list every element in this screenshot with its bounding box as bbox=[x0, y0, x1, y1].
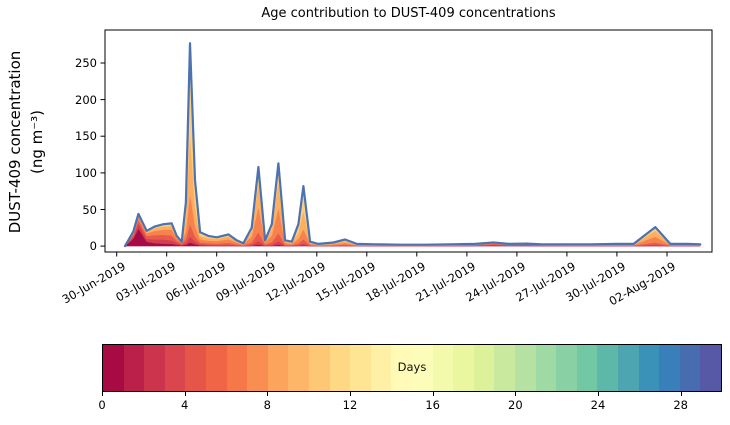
colorbar-segment bbox=[144, 345, 166, 391]
colorbar-tick-label: 20 bbox=[508, 398, 523, 412]
colorbar-tick bbox=[680, 392, 682, 396]
colorbar-segment bbox=[103, 345, 125, 391]
y-tick-label: 150 bbox=[75, 129, 97, 144]
stacked-areas bbox=[123, 42, 702, 248]
colorbar-tick-label: 16 bbox=[425, 398, 440, 412]
area-series bbox=[124, 75, 701, 247]
colorbar-tick-label: 24 bbox=[590, 398, 606, 412]
colorbar-tick-label: 28 bbox=[673, 398, 688, 412]
colorbar-tick bbox=[598, 392, 599, 396]
colorbar-tick bbox=[350, 392, 351, 396]
colorbar-tick bbox=[515, 392, 517, 396]
y-tick-label: 200 bbox=[75, 92, 97, 107]
y-tick-label: 250 bbox=[75, 55, 97, 70]
colorbar-tick-label: 0 bbox=[98, 398, 106, 412]
area-series bbox=[124, 132, 701, 247]
colorbar-segment bbox=[123, 345, 145, 391]
colorbar-segment bbox=[515, 345, 537, 391]
colorbar-segment bbox=[247, 345, 269, 391]
colorbar-segment bbox=[412, 345, 434, 391]
colorbar-segment bbox=[329, 345, 351, 391]
colorbar-segment bbox=[309, 345, 331, 391]
colorbar-segment bbox=[288, 345, 310, 391]
colorbar-segment bbox=[206, 345, 228, 391]
colorbar-segment bbox=[370, 345, 392, 391]
colorbar-segment bbox=[391, 345, 413, 391]
y-axis-label-line2: (ng m⁻³) bbox=[28, 109, 46, 175]
colorbar-segment bbox=[638, 345, 660, 391]
colorbar-tick bbox=[102, 392, 103, 396]
colorbar-tick-label: 8 bbox=[263, 398, 271, 412]
colorbar-segment bbox=[576, 345, 598, 391]
axes-frame bbox=[104, 29, 713, 253]
colorbar-segment bbox=[350, 345, 372, 391]
colorbar-segment bbox=[453, 345, 475, 391]
chart-title: Age contribution to DUST-409 concentrati… bbox=[261, 6, 556, 21]
colorbar-tick-label: 4 bbox=[180, 398, 189, 412]
y-tick-label: 0 bbox=[89, 239, 97, 254]
area-series bbox=[124, 43, 701, 247]
colorbar bbox=[102, 344, 722, 392]
colorbar-segment bbox=[494, 345, 516, 391]
colorbar-segment bbox=[432, 345, 454, 391]
colorbar-segment bbox=[185, 345, 207, 391]
area-series bbox=[124, 43, 701, 247]
colorbar-segment bbox=[473, 345, 495, 391]
colorbar-segment bbox=[597, 345, 619, 391]
y-axis-label: DUST-409 concentration (ng m⁻³) bbox=[4, 2, 50, 282]
colorbar-segment bbox=[618, 345, 640, 391]
colorbar-segment bbox=[700, 345, 722, 391]
colorbar-tick-label: 12 bbox=[342, 398, 358, 412]
total-line bbox=[123, 42, 702, 248]
colorbar-label: Days bbox=[397, 360, 427, 374]
colorbar-tick bbox=[267, 392, 269, 396]
colorbar-segment bbox=[267, 345, 289, 391]
y-tick-label: 50 bbox=[82, 202, 97, 217]
colorbar-segment bbox=[164, 345, 186, 391]
colorbar-tick bbox=[184, 392, 186, 396]
colorbar-segment bbox=[659, 345, 681, 391]
colorbar-segment bbox=[535, 345, 557, 391]
y-tick-label: 100 bbox=[75, 165, 97, 180]
y-axis-label-line1: DUST-409 concentration bbox=[6, 50, 24, 234]
colorbar-tick bbox=[432, 392, 434, 396]
colorbar-segment bbox=[556, 345, 578, 391]
colorbar-segment bbox=[679, 345, 701, 391]
colorbar-segment bbox=[226, 345, 248, 391]
